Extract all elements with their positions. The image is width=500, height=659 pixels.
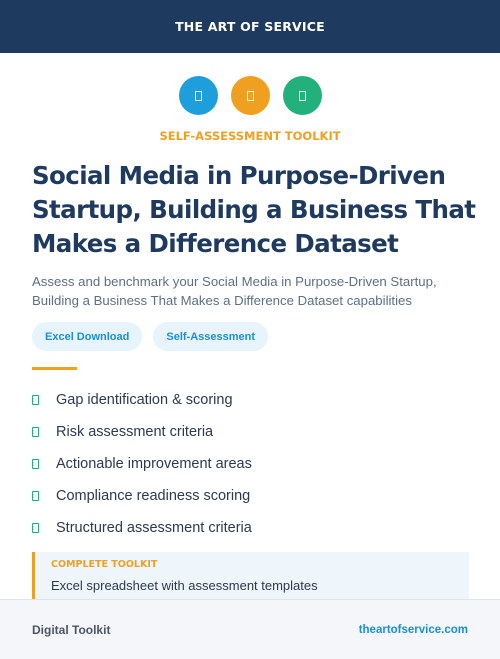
checkbox-icon: [32, 395, 39, 405]
complete-toolkit-callout: COMPLETE TOOLKIT Excel spreadsheet with …: [32, 552, 469, 601]
header-bar: THE ART OF SERVICE: [0, 0, 500, 53]
feature-item: Structured assessment criteria: [32, 512, 252, 544]
checkbox-icon: [32, 427, 39, 437]
footer-label: Digital Toolkit: [32, 622, 111, 637]
document-icon: [282, 76, 322, 115]
brand-title: THE ART OF SERVICE: [175, 19, 325, 34]
checkbox-icon: [32, 491, 39, 501]
callout-kicker: COMPLETE TOOLKIT: [51, 559, 158, 570]
icon-row: [0, 76, 500, 115]
feature-item: Compliance readiness scoring: [32, 480, 252, 512]
feature-label: Compliance readiness scoring: [56, 488, 251, 504]
tag-row: Excel Download Self-Assessment: [32, 322, 269, 351]
feature-item: Gap identification & scoring: [32, 384, 252, 416]
callout-text: Excel spreadsheet with assessment templa…: [51, 578, 318, 593]
website-link[interactable]: theartofservice.com: [358, 623, 468, 636]
tag-self-assessment: Self-Assessment: [153, 322, 269, 351]
feature-label: Structured assessment criteria: [56, 520, 252, 536]
feature-label: Gap identification & scoring: [56, 392, 233, 408]
feature-item: Risk assessment criteria: [32, 416, 252, 448]
checkbox-icon: [32, 459, 39, 469]
page-title: Social Media in Purpose-Driven Startup, …: [32, 161, 476, 258]
feature-list: Gap identification & scoring Risk assess…: [32, 384, 252, 544]
page-subtitle: Assess and benchmark your Social Media i…: [32, 274, 437, 308]
document-icon: [230, 76, 270, 115]
feature-label: Actionable improvement areas: [56, 456, 252, 472]
accent-divider: [32, 367, 77, 370]
feature-item: Actionable improvement areas: [32, 448, 252, 480]
document-icon: [178, 76, 218, 115]
checkbox-icon: [32, 523, 39, 533]
feature-label: Risk assessment criteria: [56, 424, 214, 440]
tag-excel-download: Excel Download: [32, 322, 143, 351]
footer-bar: Digital Toolkit theartofservice.com: [0, 599, 500, 659]
toolkit-kicker: SELF-ASSESSMENT TOOLKIT: [159, 129, 341, 143]
